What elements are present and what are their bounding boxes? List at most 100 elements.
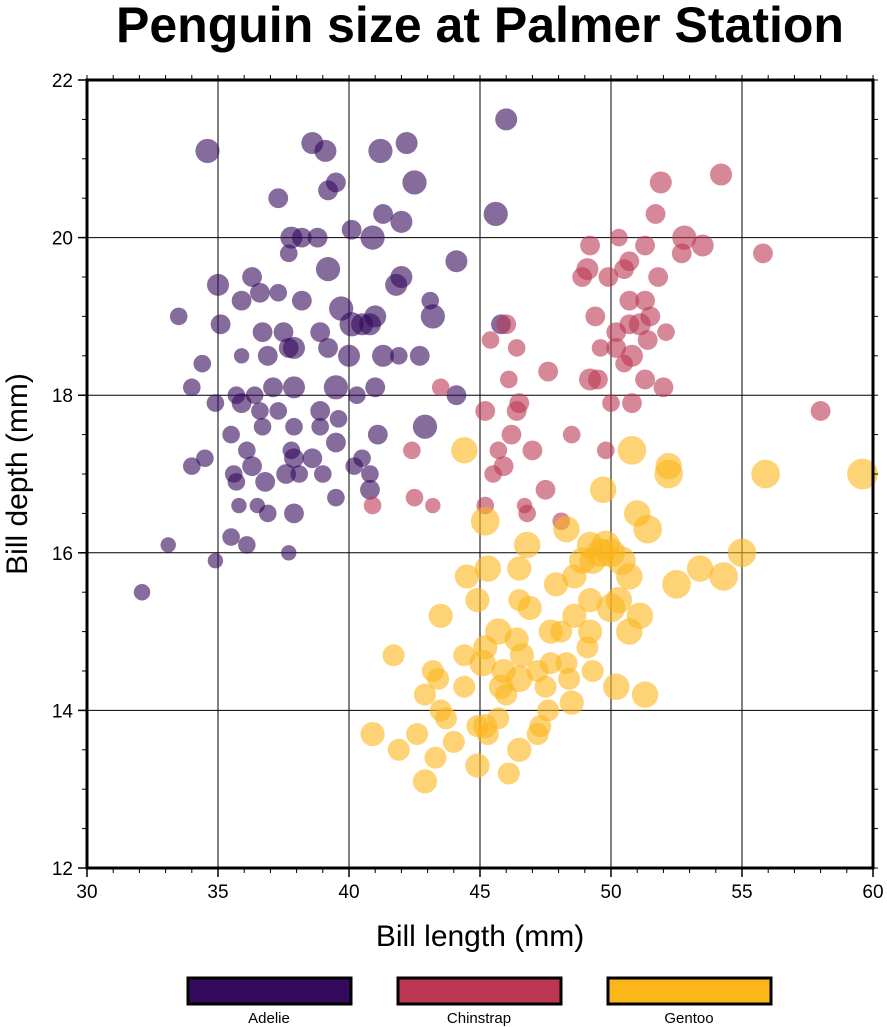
data-point-adelie xyxy=(276,464,297,484)
data-point-gentoo xyxy=(603,673,630,700)
data-point-adelie xyxy=(412,414,438,439)
data-point-adelie xyxy=(257,345,278,366)
data-point-adelie xyxy=(291,227,312,248)
x-tick-label: 55 xyxy=(731,882,752,903)
legend-label-chinstrap: Chinstrap xyxy=(447,1010,511,1027)
data-point-adelie xyxy=(385,273,408,296)
data-point-gentoo xyxy=(558,667,581,690)
data-point-adelie xyxy=(323,375,348,400)
data-point-adelie xyxy=(183,378,201,397)
data-point-adelie xyxy=(222,425,240,444)
data-point-gentoo xyxy=(474,555,502,582)
data-point-gentoo xyxy=(517,595,542,621)
data-point-chinstrap xyxy=(614,259,634,280)
data-point-adelie xyxy=(268,188,289,209)
data-point-gentoo xyxy=(360,721,385,747)
y-tick-label: 14 xyxy=(52,701,74,722)
data-point-gentoo xyxy=(442,730,465,753)
data-point-adelie xyxy=(290,465,309,483)
data-point-gentoo xyxy=(847,458,878,490)
data-point-chinstrap xyxy=(506,401,527,421)
data-point-adelie xyxy=(495,108,518,131)
data-point-adelie xyxy=(269,402,288,420)
data-point-gentoo xyxy=(654,459,683,489)
data-point-adelie xyxy=(233,348,250,364)
data-point-gentoo xyxy=(534,675,557,698)
x-tick-label: 45 xyxy=(469,882,490,903)
data-point-gentoo xyxy=(631,681,659,708)
y-tick-label: 22 xyxy=(52,71,73,92)
data-point-chinstrap xyxy=(596,441,615,460)
legend: Adelie Chinstrap Gentoo xyxy=(186,976,773,1027)
data-point-gentoo xyxy=(709,562,738,591)
data-point-gentoo xyxy=(526,723,549,746)
data-point-adelie xyxy=(329,410,348,428)
data-point-adelie xyxy=(258,504,277,523)
data-point-gentoo xyxy=(553,515,580,543)
data-point-gentoo xyxy=(509,643,535,668)
data-point-chinstrap xyxy=(810,401,831,421)
legend-swatch-adelie xyxy=(186,976,353,1006)
data-point-chinstrap xyxy=(591,339,610,357)
data-point-gentoo xyxy=(633,514,662,544)
data-point-chinstrap xyxy=(619,314,640,335)
legend-swatch-gentoo xyxy=(606,976,773,1006)
x-tick-label: 60 xyxy=(862,882,883,903)
data-point-chinstrap xyxy=(622,393,642,413)
series-chinstrap xyxy=(363,163,831,531)
data-point-gentoo xyxy=(513,531,541,559)
data-point-chinstrap xyxy=(538,361,559,382)
data-point-adelie xyxy=(231,393,252,413)
data-point-gentoo xyxy=(428,603,453,628)
data-point-chinstrap xyxy=(507,339,526,357)
data-point-adelie xyxy=(314,465,332,483)
data-point-chinstrap xyxy=(431,378,450,397)
data-point-chinstrap xyxy=(610,228,628,247)
data-point-adelie xyxy=(282,336,305,359)
legend-label-adelie: Adelie xyxy=(248,1010,290,1027)
data-point-gentoo xyxy=(465,753,490,778)
data-point-gentoo xyxy=(559,690,584,715)
data-point-adelie xyxy=(207,552,224,569)
data-point-chinstrap xyxy=(648,267,669,287)
data-point-adelie xyxy=(341,219,362,240)
data-point-adelie xyxy=(284,448,304,469)
data-point-chinstrap xyxy=(691,234,714,257)
data-point-gentoo xyxy=(387,738,410,761)
data-point-chinstrap xyxy=(496,314,517,335)
data-point-chinstrap xyxy=(522,440,543,461)
data-point-adelie xyxy=(195,138,220,164)
data-point-chinstrap xyxy=(475,401,496,421)
data-point-gentoo xyxy=(562,603,587,628)
legend-label-gentoo: Gentoo xyxy=(664,1010,713,1027)
data-point-chinstrap xyxy=(640,306,661,327)
data-point-chinstrap xyxy=(753,243,773,264)
data-point-adelie xyxy=(273,322,294,343)
data-point-gentoo xyxy=(751,459,780,489)
data-point-adelie xyxy=(227,473,246,491)
data-point-adelie xyxy=(315,257,341,282)
data-point-adelie xyxy=(446,385,467,406)
data-point-chinstrap xyxy=(635,369,655,390)
data-point-chinstrap xyxy=(619,290,640,311)
data-point-adelie xyxy=(421,291,440,310)
data-point-chinstrap xyxy=(635,290,655,311)
data-point-chinstrap xyxy=(606,338,627,358)
data-point-chinstrap xyxy=(657,323,675,341)
data-point-adelie xyxy=(231,290,252,311)
data-point-gentoo xyxy=(453,675,476,698)
data-point-adelie xyxy=(160,537,176,553)
data-point-gentoo xyxy=(412,769,438,794)
data-point-adelie xyxy=(445,250,468,273)
data-point-adelie xyxy=(326,432,346,453)
data-point-gentoo xyxy=(454,564,479,589)
data-point-adelie xyxy=(193,354,212,373)
data-point-adelie xyxy=(373,204,393,224)
data-point-adelie xyxy=(242,456,262,477)
data-point-adelie xyxy=(279,244,298,263)
data-point-adelie xyxy=(367,424,388,445)
data-point-adelie xyxy=(206,394,225,412)
data-point-adelie xyxy=(483,201,508,227)
data-point-adelie xyxy=(281,545,297,561)
